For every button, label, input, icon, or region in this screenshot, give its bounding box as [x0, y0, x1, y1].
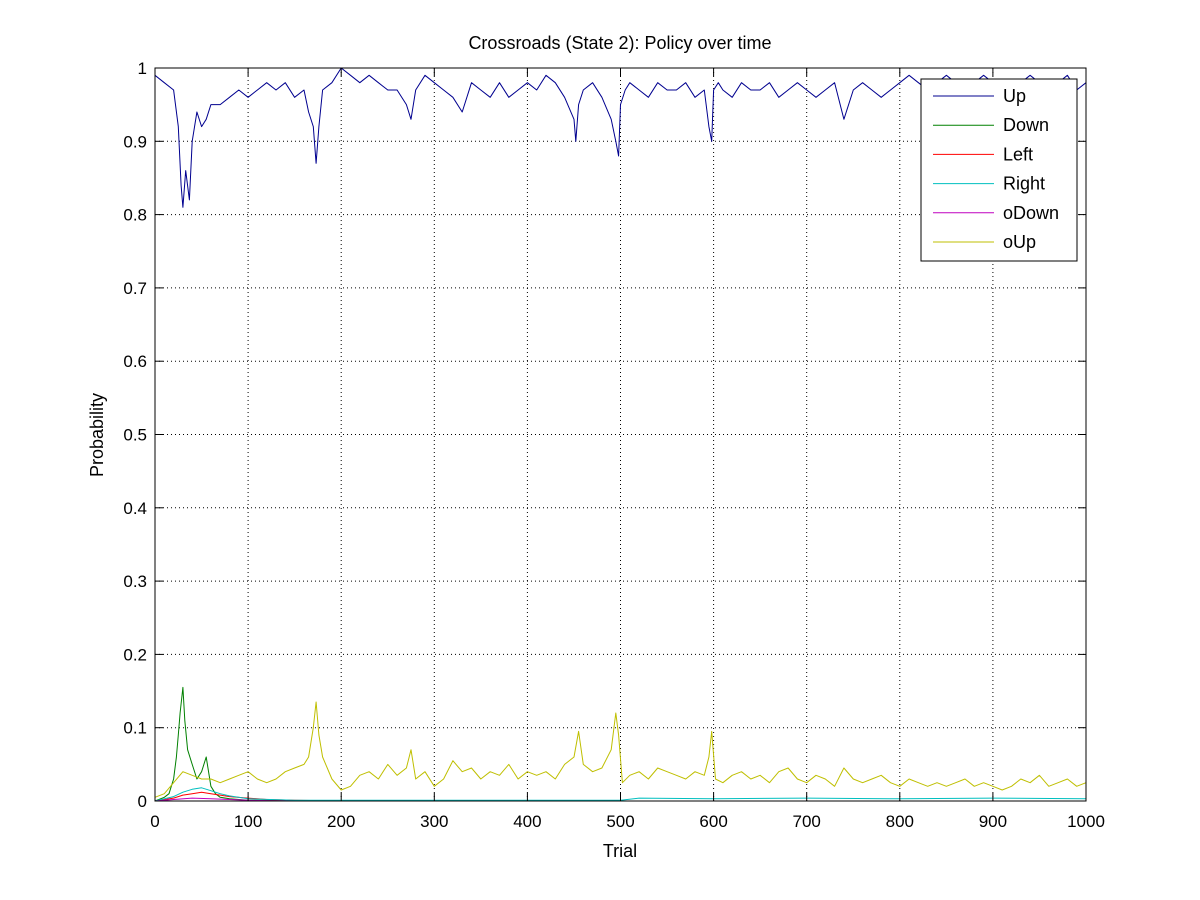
y-tick-label: 0.7: [123, 279, 147, 298]
x-tick-label: 800: [886, 812, 914, 831]
y-tick-label: 1: [138, 59, 147, 78]
legend-label-oup: oUp: [1003, 232, 1036, 252]
y-tick-label: 0.9: [123, 132, 147, 151]
legend-label-right: Right: [1003, 174, 1045, 194]
x-tick-label: 700: [793, 812, 821, 831]
y-tick-label: 0.6: [123, 352, 147, 371]
series-line-right: [154, 787, 1087, 802]
legend-label-left: Left: [1003, 144, 1033, 164]
x-tick-label: 500: [606, 812, 634, 831]
series-line-oup: [154, 701, 1087, 798]
axis-tick-labels: 0 100 200 300 400 500 600 700 800 900 1000 0 0.1 0.2 0…: [123, 59, 1105, 831]
axis-ticks: [154, 67, 1087, 802]
legend: Up Down Left Right oDown oUp: [920, 78, 1078, 262]
y-tick-label: 0.4: [123, 499, 147, 518]
legend-label-odown: oDown: [1003, 203, 1059, 223]
y-tick-label: 0: [138, 792, 147, 811]
x-tick-label: 200: [327, 812, 355, 831]
series-line-up: [154, 67, 1087, 208]
y-tick-label: 0.8: [123, 206, 147, 225]
legend-label-up: Up: [1003, 86, 1026, 106]
x-tick-label: 600: [699, 812, 727, 831]
x-tick-label: 400: [513, 812, 541, 831]
y-axis-title: Probability: [87, 393, 107, 477]
x-tick-label: 900: [979, 812, 1007, 831]
x-tick-label: 300: [420, 812, 448, 831]
x-tick-label: 1000: [1067, 812, 1105, 831]
legend-label-down: Down: [1003, 115, 1049, 135]
chart-title: Crossroads (State 2): Policy over time: [468, 33, 771, 53]
y-tick-label: 0.1: [123, 719, 147, 738]
y-tick-label: 0.2: [123, 645, 147, 664]
x-tick-label: 100: [234, 812, 262, 831]
y-tick-label: 0.5: [123, 426, 147, 445]
y-tick-label: 0.3: [123, 572, 147, 591]
x-tick-label: 0: [150, 812, 159, 831]
x-axis-title: Trial: [603, 841, 637, 861]
legend-box: [920, 78, 1078, 262]
